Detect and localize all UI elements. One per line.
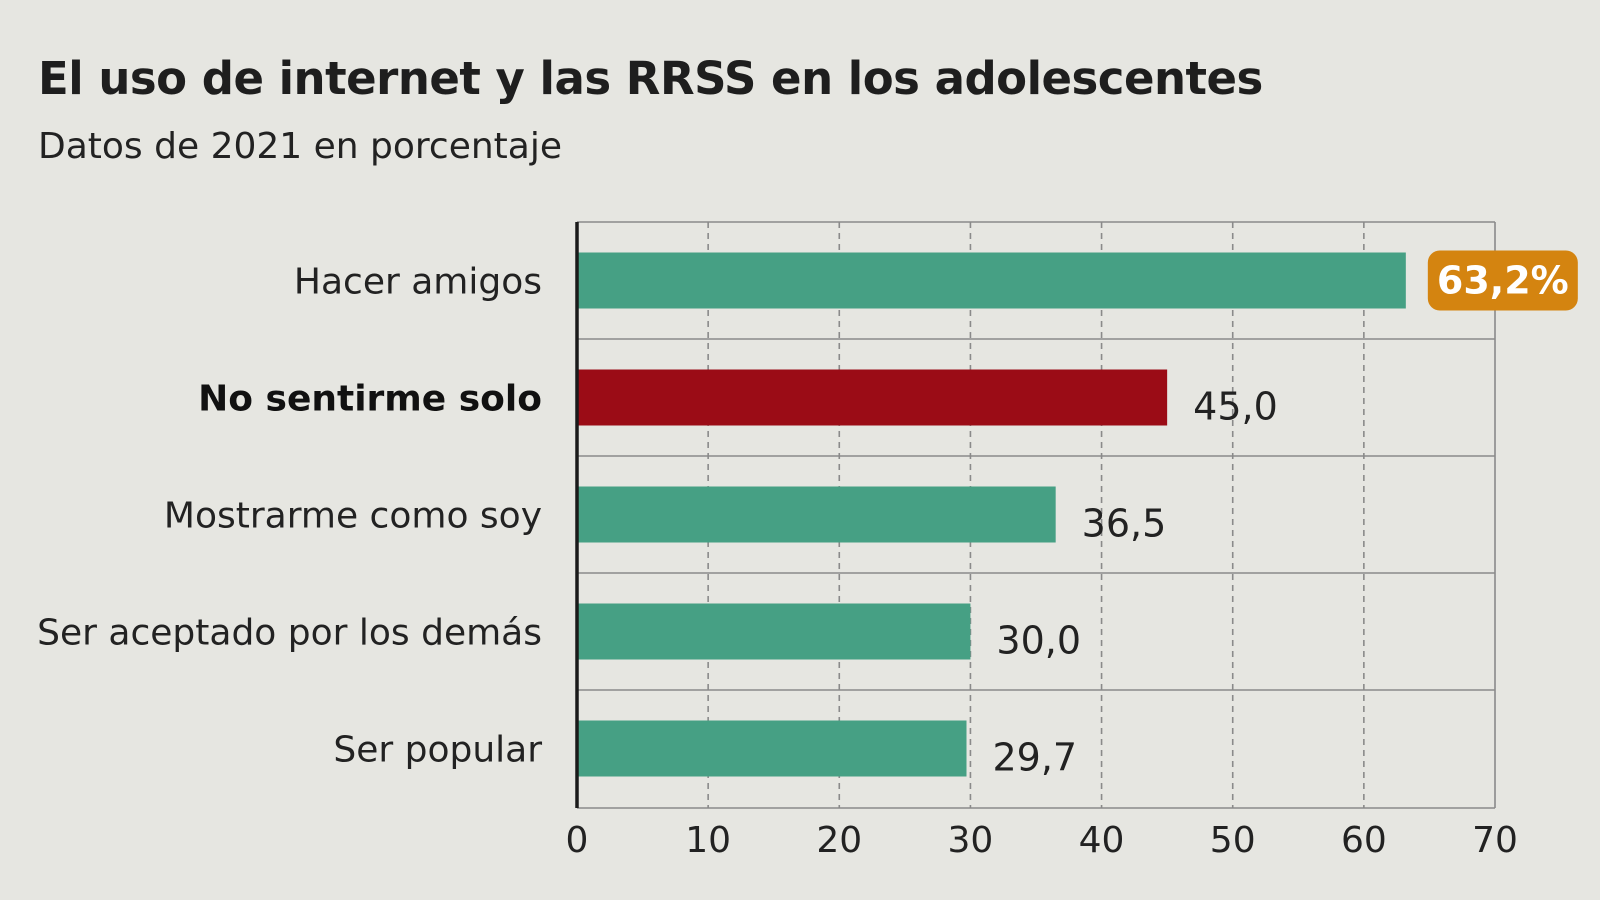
category-label: Ser aceptado por los demás xyxy=(37,613,542,654)
data-label: 63,2% xyxy=(1437,259,1569,303)
x-tick-label: 10 xyxy=(685,820,731,861)
category-label: Hacer amigos xyxy=(294,262,542,303)
category-label: No sentirme solo xyxy=(198,379,542,420)
x-tick-label: 30 xyxy=(948,820,994,861)
data-label: 30,0 xyxy=(996,619,1081,663)
chart-subtitle: Datos de 2021 en porcentaje xyxy=(38,126,563,167)
bar xyxy=(577,252,1406,309)
bar xyxy=(577,369,1168,426)
data-label: 29,7 xyxy=(992,736,1077,780)
x-tick-label: 20 xyxy=(816,820,862,861)
x-tick-label: 70 xyxy=(1472,820,1518,861)
bar xyxy=(577,720,967,777)
x-tick-label: 0 xyxy=(566,820,589,861)
bar xyxy=(577,603,971,660)
data-label: 36,5 xyxy=(1082,502,1167,546)
value-badge xyxy=(1427,250,1578,311)
x-tick-label: 60 xyxy=(1341,820,1387,861)
bar xyxy=(577,486,1056,543)
category-label: Ser popular xyxy=(333,730,542,771)
x-tick-label: 40 xyxy=(1079,820,1125,861)
x-tick-label: 50 xyxy=(1210,820,1256,861)
data-label: 45,0 xyxy=(1193,385,1278,429)
chart-title: El uso de internet y las RRSS en los ado… xyxy=(38,52,1263,105)
category-label: Mostrarme como soy xyxy=(164,496,542,537)
